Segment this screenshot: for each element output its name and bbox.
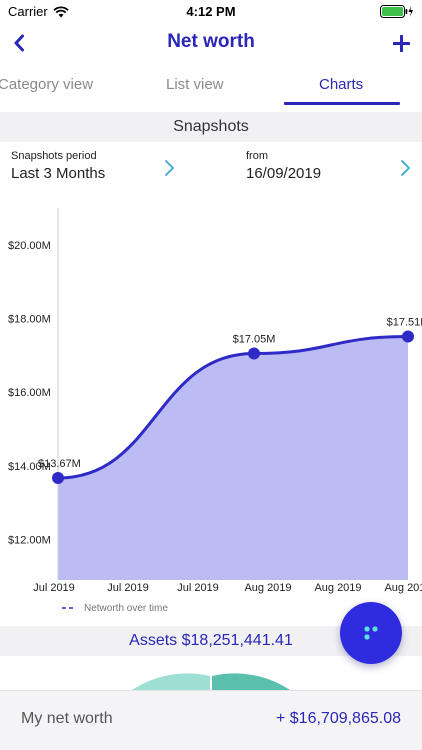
data-point[interactable]	[52, 471, 64, 484]
data-label: $13.67M	[38, 458, 81, 470]
net-worth-value: + $16,709,865.08	[275, 710, 401, 727]
series-line	[57, 335, 409, 480]
from-date-value: 16/09/2019	[246, 165, 322, 182]
legend-label: Networth over time	[84, 603, 168, 614]
net-worth-footer: My net worth + $16,709,865.08	[0, 690, 422, 750]
page-title: Net worth	[167, 31, 255, 52]
chart-area-fill	[58, 336, 408, 580]
x-tick-label: Jul 2019	[107, 582, 149, 594]
from-date-selector[interactable]: from 16/09/2019	[246, 150, 321, 182]
networth-chart: $13.67M $17.05M $17.51M $12.00M $14.00M $16.…	[0, 196, 422, 620]
net-worth-label: My net worth	[21, 710, 113, 727]
data-point[interactable]	[402, 330, 414, 343]
dots-menu-icon	[364, 626, 378, 640]
active-tab-indicator	[284, 102, 400, 105]
x-tick-label: Aug 2019	[384, 582, 422, 594]
y-tick-label: $12.00M	[8, 534, 51, 546]
floating-menu-button[interactable]	[340, 602, 402, 664]
chart-canvas: $13.67M $17.05M $17.51M $12.00M $14.00M $16.…	[8, 208, 422, 614]
chart-series-line	[57, 335, 409, 480]
x-tick-label: Aug 2019	[314, 582, 361, 594]
back-button[interactable]	[8, 28, 30, 58]
wifi-icon	[53, 5, 69, 17]
x-tick-label: Jul 2019	[33, 582, 75, 594]
y-tick-label: $16.00M	[8, 387, 51, 399]
x-tick-label: Aug 2019	[244, 582, 291, 594]
status-bar: Carrier 4:12 PM	[0, 0, 422, 22]
y-tick-label: $18.00M	[8, 313, 51, 325]
nav-bar: Net worth	[0, 22, 422, 64]
donut-segment-light	[132, 673, 210, 690]
add-button[interactable]	[388, 28, 414, 58]
chevron-right-icon[interactable]	[398, 158, 412, 178]
donut-segment-dark	[212, 673, 290, 690]
data-label: $17.05M	[233, 333, 276, 345]
from-label: from	[246, 150, 268, 162]
chart-y-ticks: $12.00M $14.00M $16.00M $18.00M $20.00M	[8, 240, 51, 547]
view-tabs: Category view List view Charts	[0, 64, 422, 108]
chart-x-ticks: Jul 2019 Jul 2019 Jul 2019 Aug 2019 Aug 2019…	[33, 582, 422, 594]
y-tick-label: $14.00M	[8, 461, 51, 473]
area-fill	[58, 336, 408, 580]
chevron-left-icon	[14, 34, 24, 52]
tab-charts[interactable]: Charts	[319, 76, 364, 93]
carrier-label: Carrier	[8, 4, 48, 19]
chart-points: $13.67M $17.05M $17.51M	[38, 317, 422, 484]
snapshots-period-label: Snapshots period	[11, 150, 97, 162]
chart-legend: Networth over time	[62, 603, 168, 614]
y-tick-label: $20.00M	[8, 240, 51, 252]
section-title: Snapshots	[0, 112, 422, 142]
tab-list-view[interactable]: List view	[166, 76, 224, 93]
tab-category-view[interactable]: Category view	[0, 76, 94, 93]
battery-icon	[380, 5, 414, 18]
data-point[interactable]	[248, 347, 260, 360]
chevron-right-icon[interactable]	[162, 158, 176, 178]
assets-donut-chart	[0, 656, 422, 690]
status-time: 4:12 PM	[186, 4, 236, 19]
plus-icon	[392, 34, 410, 52]
x-tick-label: Jul 2019	[177, 582, 219, 594]
period-row: Snapshots period Last 3 Months from 16/0…	[0, 142, 422, 192]
snapshots-period-selector[interactable]: Snapshots period Last 3 Months	[11, 150, 105, 182]
data-label: $17.51M	[387, 317, 422, 329]
snapshots-period-value: Last 3 Months	[11, 165, 106, 182]
carrier-info: Carrier	[8, 4, 69, 19]
